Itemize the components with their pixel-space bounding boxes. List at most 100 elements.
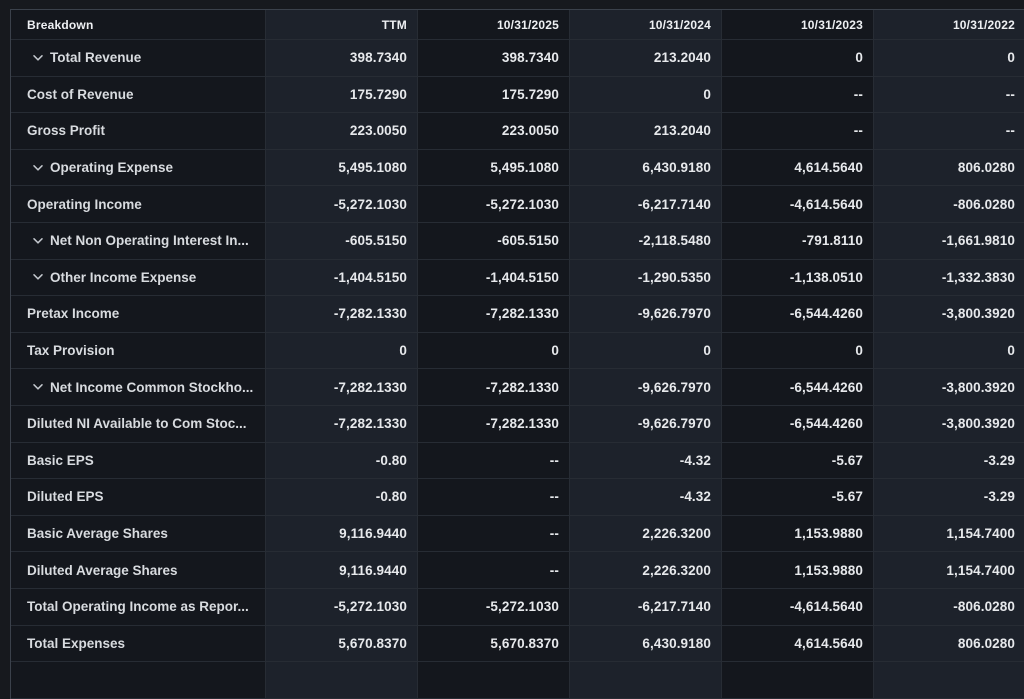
financials-table: Breakdown TTM 10/31/2025 10/31/2024 10/3… bbox=[10, 9, 1024, 699]
value-cell: -4,614.5640 bbox=[722, 588, 874, 626]
row-label: Basic EPS bbox=[27, 452, 94, 468]
value-cell: -605.5150 bbox=[266, 222, 418, 260]
value-cell: -7,282.1330 bbox=[266, 296, 418, 333]
cell-value: -4.32 bbox=[679, 452, 711, 468]
cell-value: 1,154.7400 bbox=[946, 526, 1015, 542]
value-cell: 2,226.3200 bbox=[570, 552, 722, 589]
value-cell: -1,661.9810 bbox=[874, 222, 1024, 260]
value-cell: -- bbox=[418, 552, 570, 589]
table-row: Pretax Income -7,282.1330 -7,282.1330 -9,62… bbox=[11, 296, 1024, 333]
value-cell: -9,626.7970 bbox=[570, 296, 722, 333]
cell-value: 2,226.3200 bbox=[642, 562, 711, 578]
row-label-cell: Basic Average Shares bbox=[11, 515, 266, 553]
cell-value: -6,544.4260 bbox=[789, 306, 863, 322]
cell-value: 5,670.8370 bbox=[338, 635, 407, 651]
value-cell: -- bbox=[722, 113, 874, 150]
table-row: Total Expenses 5,670.8370 5,670.8370 6,430.… bbox=[11, 625, 1024, 663]
cell-value: -4.32 bbox=[679, 489, 711, 505]
cell-value: -5,272.1030 bbox=[485, 599, 559, 615]
row-label-cell: Net Non Operating Interest In... bbox=[11, 222, 266, 260]
chevron-down-icon[interactable] bbox=[33, 53, 43, 63]
cell-value: -5.67 bbox=[831, 452, 863, 468]
value-cell: -4.32 bbox=[570, 442, 722, 480]
value-cell: -- bbox=[874, 76, 1024, 114]
cell-value: 213.2040 bbox=[653, 123, 711, 139]
cell-value: 0 bbox=[1007, 343, 1015, 359]
value-cell: 6,430.9180 bbox=[570, 625, 722, 663]
table-row: Operating Expense 5,495.1080 5,495.1080 6,4… bbox=[11, 149, 1024, 187]
table-body: Total Revenue 398.7340 398.7340 213.2040 0 0 C… bbox=[11, 40, 1024, 699]
row-label: Total Operating Income as Repor... bbox=[27, 599, 249, 615]
value-cell: 213.2040 bbox=[570, 40, 722, 77]
cell-value: -- bbox=[853, 123, 863, 139]
value-cell: -3.29 bbox=[874, 479, 1024, 516]
cell-value: -4,614.5640 bbox=[789, 599, 863, 615]
cell-value: 1,153.9880 bbox=[794, 526, 863, 542]
table-row: Diluted Average Shares 9,116.9440 -- 2,226.… bbox=[11, 552, 1024, 589]
value-cell: -1,332.3830 bbox=[874, 259, 1024, 297]
table-row: Diluted NI Available to Com Stoc... -7,28… bbox=[11, 405, 1024, 443]
cell-value: -7,282.1330 bbox=[485, 306, 559, 322]
row-label: Gross Profit bbox=[27, 123, 106, 139]
cell-value: 0 bbox=[1007, 50, 1015, 66]
cell-value: -9,626.7970 bbox=[637, 306, 711, 322]
row-label: Pretax Income bbox=[27, 306, 120, 322]
row-label-cell: Total Expenses bbox=[11, 625, 266, 663]
cell-value: -605.5150 bbox=[345, 233, 407, 249]
row-label: Diluted Average Shares bbox=[27, 562, 178, 578]
value-cell: -0.80 bbox=[266, 479, 418, 516]
value-cell: -5,272.1030 bbox=[418, 186, 570, 223]
table-row: Operating Income -5,272.1030 -5,272.1030 -6… bbox=[11, 186, 1024, 223]
value-cell: 9,116.9440 bbox=[266, 552, 418, 589]
value-cell: 4,614.5640 bbox=[722, 149, 874, 187]
cell-value: 213.2040 bbox=[653, 50, 711, 66]
cell-value: -- bbox=[1005, 86, 1015, 102]
table-row: Net Income Common Stockho... -7,282.1330 -… bbox=[11, 369, 1024, 406]
value-cell: -806.0280 bbox=[874, 186, 1024, 223]
cell-value: -1,661.9810 bbox=[941, 233, 1015, 249]
cell-value: -- bbox=[549, 452, 559, 468]
cell-value: -1,290.5350 bbox=[637, 269, 711, 285]
value-cell: 0 bbox=[570, 332, 722, 370]
row-label-cell: Operating Income bbox=[11, 186, 266, 223]
cell-value: -806.0280 bbox=[953, 196, 1015, 212]
value-cell: -6,544.4260 bbox=[722, 296, 874, 333]
cell-value: 2,226.3200 bbox=[642, 526, 711, 542]
value-cell: -4.32 bbox=[570, 479, 722, 516]
value-cell: 1,154.7400 bbox=[874, 515, 1024, 553]
column-header-10-31-2023: 10/31/2023 bbox=[722, 10, 874, 40]
value-cell: -2,118.5480 bbox=[570, 222, 722, 260]
row-label-cell: Gross Profit bbox=[11, 113, 266, 150]
column-header-10-31-2022: 10/31/2022 bbox=[874, 10, 1024, 40]
table-row: Basic Average Shares 9,116.9440 -- 2,226.32… bbox=[11, 515, 1024, 553]
table-row: Cost of Revenue 175.7290 175.7290 0 -- -- bbox=[11, 76, 1024, 114]
row-label-cell: Operating Expense bbox=[11, 149, 266, 187]
value-cell: -- bbox=[418, 515, 570, 553]
table-row-partial bbox=[11, 662, 1024, 699]
table-header-row: Breakdown TTM 10/31/2025 10/31/2024 10/3… bbox=[11, 10, 1024, 40]
cell-value: -- bbox=[853, 86, 863, 102]
value-cell: -5,272.1030 bbox=[266, 588, 418, 626]
row-label-cell: Diluted EPS bbox=[11, 479, 266, 516]
cell-value: 5,495.1080 bbox=[490, 160, 559, 176]
cell-value: -7,282.1330 bbox=[485, 379, 559, 395]
chevron-down-icon[interactable] bbox=[33, 163, 43, 173]
cell-value: -0.80 bbox=[375, 489, 407, 505]
cell-value: -6,544.4260 bbox=[789, 416, 863, 432]
cell-value: 1,154.7400 bbox=[946, 562, 1015, 578]
column-header-10-31-2024: 10/31/2024 bbox=[570, 10, 722, 40]
cell-value: -791.8110 bbox=[802, 233, 863, 249]
chevron-down-icon[interactable] bbox=[33, 236, 43, 246]
chevron-down-icon[interactable] bbox=[33, 272, 43, 282]
value-cell: 175.7290 bbox=[266, 76, 418, 114]
cell-value: 0 bbox=[855, 343, 863, 359]
row-label: Other Income Expense bbox=[50, 269, 197, 285]
chevron-down-icon[interactable] bbox=[33, 382, 43, 392]
value-cell: -5.67 bbox=[722, 479, 874, 516]
row-label-cell: Diluted NI Available to Com Stoc... bbox=[11, 405, 266, 443]
value-cell: 2,226.3200 bbox=[570, 515, 722, 553]
value-cell: -0.80 bbox=[266, 442, 418, 480]
value-cell: 0 bbox=[874, 332, 1024, 370]
value-cell: -3,800.3920 bbox=[874, 369, 1024, 406]
table-row: Gross Profit 223.0050 223.0050 213.2040 -- -- bbox=[11, 113, 1024, 150]
